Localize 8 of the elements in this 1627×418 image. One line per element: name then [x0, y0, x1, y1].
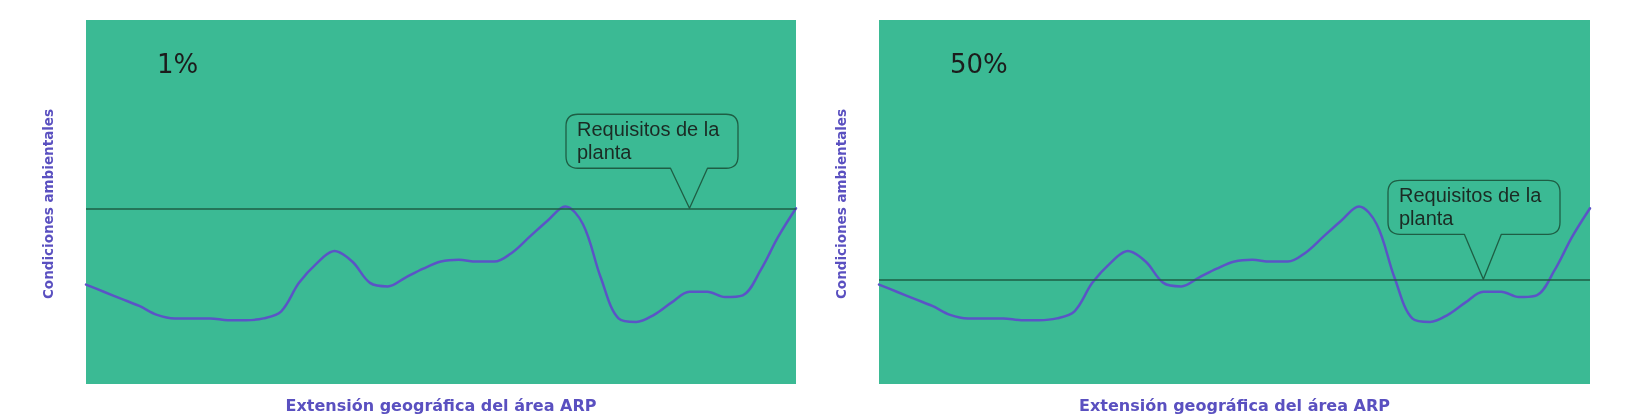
- y-axis-title: Condiciones ambientales: [40, 108, 56, 300]
- chart-title: 1%: [157, 49, 199, 79]
- x-axis-title: Extensión geográfica del área ARP: [1079, 395, 1391, 415]
- x-axis-title: Extensión geográfica del área ARP: [285, 395, 597, 415]
- chart-title: 50%: [950, 49, 1008, 79]
- ref-line-label: Requisitos de la planta: [1399, 184, 1543, 231]
- ref-line-label: Requisitos de la planta: [577, 118, 721, 165]
- y-axis-title: Condiciones ambientales: [833, 108, 849, 300]
